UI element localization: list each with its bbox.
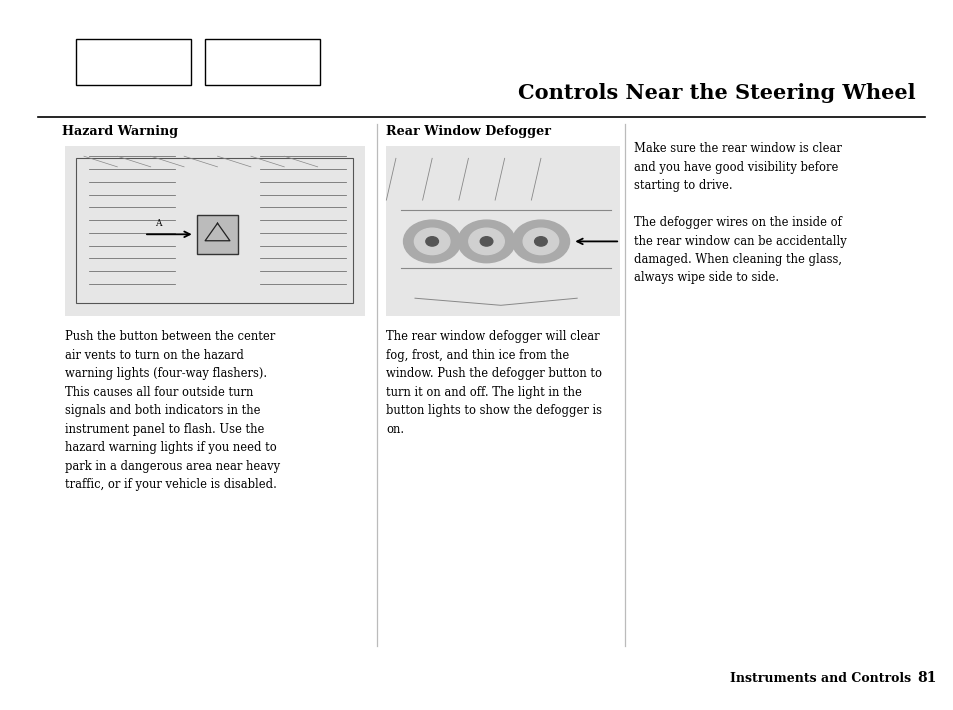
Text: A: A xyxy=(155,219,161,228)
Circle shape xyxy=(425,236,438,246)
Text: The rear window defogger will clear
fog, frost, and thin ice from the
window. Pu: The rear window defogger will clear fog,… xyxy=(386,330,601,436)
Circle shape xyxy=(468,228,504,255)
Text: Make sure the rear window is clear
and you have good visibility before
starting : Make sure the rear window is clear and y… xyxy=(634,142,846,285)
Circle shape xyxy=(403,220,460,263)
Text: 81: 81 xyxy=(917,671,936,685)
Bar xyxy=(76,158,353,303)
Circle shape xyxy=(512,220,569,263)
Text: Hazard Warning: Hazard Warning xyxy=(62,126,178,138)
Bar xyxy=(76,39,191,85)
Text: Push the button between the center
air vents to turn on the hazard
warning light: Push the button between the center air v… xyxy=(65,330,279,491)
Circle shape xyxy=(522,228,558,255)
Bar xyxy=(205,39,319,85)
Circle shape xyxy=(479,236,493,246)
Circle shape xyxy=(457,220,515,263)
Text: Instruments and Controls: Instruments and Controls xyxy=(729,672,910,684)
Bar xyxy=(386,146,619,316)
Bar xyxy=(196,214,238,253)
Circle shape xyxy=(414,228,450,255)
Circle shape xyxy=(534,236,547,246)
Text: Rear Window Defogger: Rear Window Defogger xyxy=(386,126,551,138)
Text: Controls Near the Steering Wheel: Controls Near the Steering Wheel xyxy=(517,83,915,103)
Bar xyxy=(65,146,365,316)
